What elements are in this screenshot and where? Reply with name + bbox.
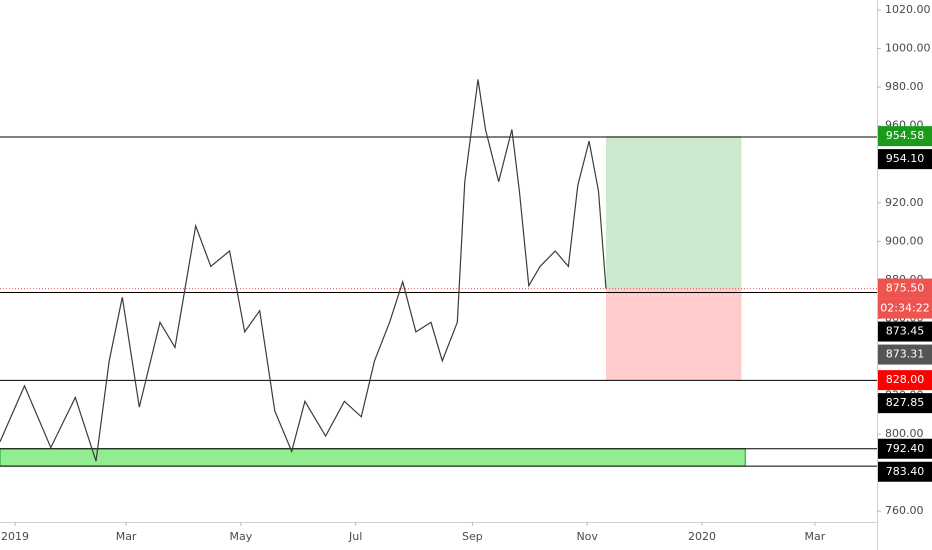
x-tick-label: Nov — [576, 530, 598, 543]
price-label-box — [878, 461, 932, 482]
price-label-box — [878, 278, 932, 299]
price-label-box — [878, 149, 932, 170]
y-tick-label: 1000.00 — [885, 42, 931, 55]
x-tick-label: Jul — [348, 530, 362, 543]
x-tick-label: Mar — [805, 530, 826, 543]
price-label: 827.85 — [886, 396, 925, 409]
target-zone — [605, 136, 742, 289]
price-label: 873.31 — [886, 348, 925, 361]
x-tick-label: Sep — [462, 530, 483, 543]
price-label: 954.58 — [886, 129, 925, 142]
price-label: 954.10 — [886, 152, 925, 165]
x-tick-label: 2019 — [1, 530, 29, 543]
price-label-box — [878, 393, 932, 414]
y-tick-label: 1020.00 — [885, 3, 931, 16]
price-label: 875.50 — [886, 282, 925, 295]
stop-zone — [605, 288, 742, 381]
price-label: 873.45 — [886, 325, 925, 338]
plot-area — [0, 0, 877, 522]
price-label: 783.40 — [886, 465, 925, 478]
countdown: 02:34:22 — [880, 302, 929, 315]
price-label: 792.40 — [886, 442, 925, 455]
price-label-box — [878, 344, 932, 365]
price-line — [0, 79, 607, 462]
y-tick-label: 980.00 — [885, 80, 924, 93]
y-tick-label: 900.00 — [885, 234, 924, 247]
price-label-box — [878, 321, 932, 342]
support-zone — [0, 448, 746, 467]
price-label: 828.00 — [886, 373, 925, 386]
countdown-box — [878, 298, 932, 319]
price-label-box — [878, 370, 932, 391]
x-tick-label: May — [230, 530, 253, 543]
x-tick-label: 2020 — [688, 530, 716, 543]
y-tick-label: 800.00 — [885, 427, 924, 440]
price-label-box — [878, 126, 932, 147]
x-tick-label: Mar — [116, 530, 137, 543]
price-label-box — [878, 438, 932, 459]
y-tick-label: 920.00 — [885, 196, 924, 209]
y-tick-label: 760.00 — [885, 504, 924, 517]
